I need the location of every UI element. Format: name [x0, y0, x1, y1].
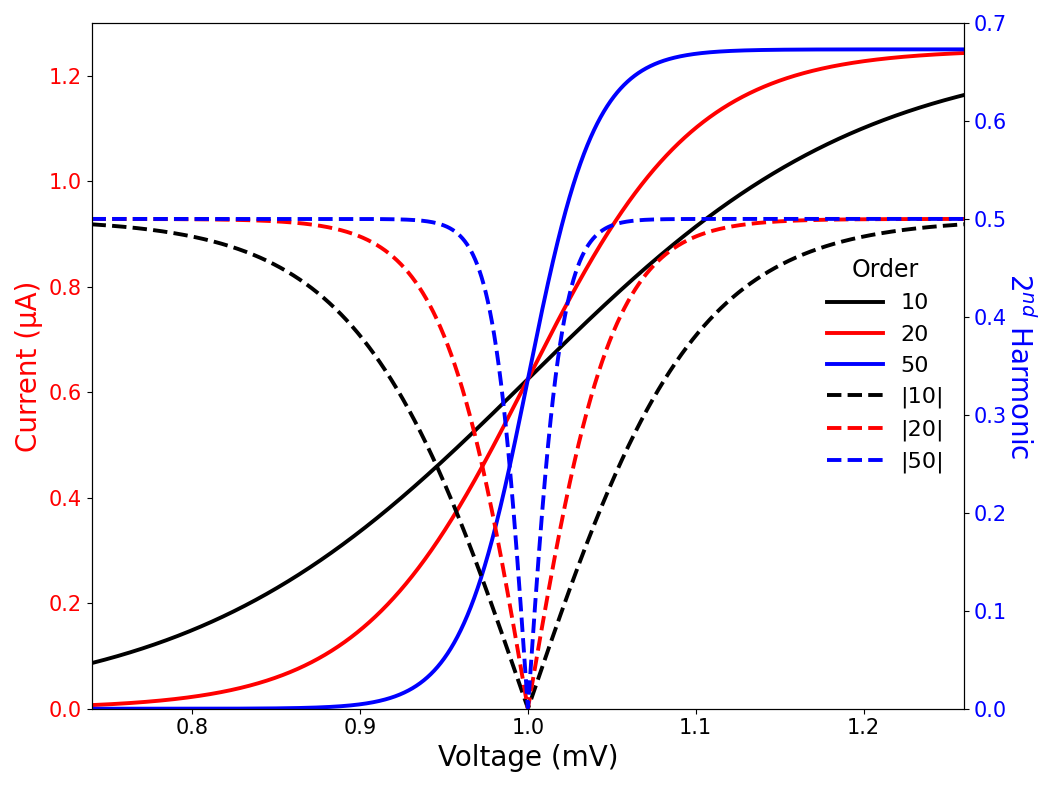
Y-axis label: Current (μA): Current (μA) — [15, 280, 43, 452]
X-axis label: Voltage (mV): Voltage (mV) — [438, 744, 618, 772]
Y-axis label: 2$^{nd}$ Harmonic: 2$^{nd}$ Harmonic — [1005, 273, 1035, 459]
Legend: 10, 20, 50, |10|, |20|, |50|: 10, 20, 50, |10|, |20|, |50| — [818, 249, 953, 482]
